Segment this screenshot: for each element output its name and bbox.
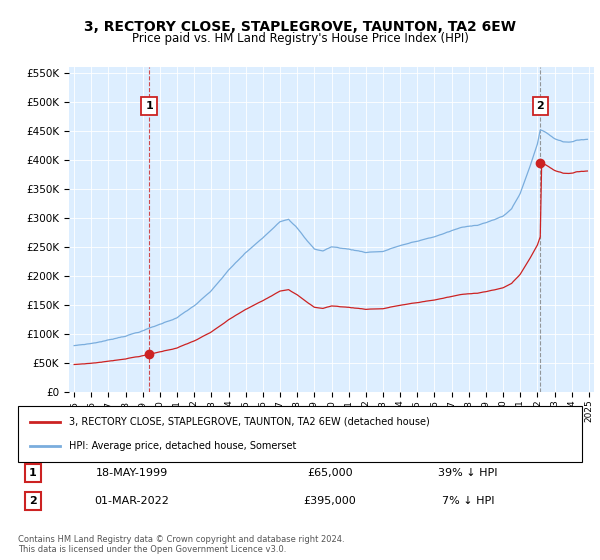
Text: 2: 2: [29, 496, 37, 506]
Text: £395,000: £395,000: [304, 496, 356, 506]
Text: 01-MAR-2022: 01-MAR-2022: [95, 496, 169, 506]
Text: HPI: Average price, detached house, Somerset: HPI: Average price, detached house, Some…: [69, 441, 296, 451]
Text: 7% ↓ HPI: 7% ↓ HPI: [442, 496, 494, 506]
Text: Contains HM Land Registry data © Crown copyright and database right 2024.
This d: Contains HM Land Registry data © Crown c…: [18, 535, 344, 554]
Text: 3, RECTORY CLOSE, STAPLEGROVE, TAUNTON, TA2 6EW: 3, RECTORY CLOSE, STAPLEGROVE, TAUNTON, …: [84, 20, 516, 34]
Text: 1: 1: [145, 101, 153, 111]
Text: 3, RECTORY CLOSE, STAPLEGROVE, TAUNTON, TA2 6EW (detached house): 3, RECTORY CLOSE, STAPLEGROVE, TAUNTON, …: [69, 417, 430, 427]
Text: 2: 2: [536, 101, 544, 111]
Text: 18-MAY-1999: 18-MAY-1999: [96, 468, 168, 478]
Text: 39% ↓ HPI: 39% ↓ HPI: [438, 468, 498, 478]
Text: £65,000: £65,000: [307, 468, 353, 478]
Text: Price paid vs. HM Land Registry's House Price Index (HPI): Price paid vs. HM Land Registry's House …: [131, 32, 469, 45]
Text: 1: 1: [29, 468, 37, 478]
